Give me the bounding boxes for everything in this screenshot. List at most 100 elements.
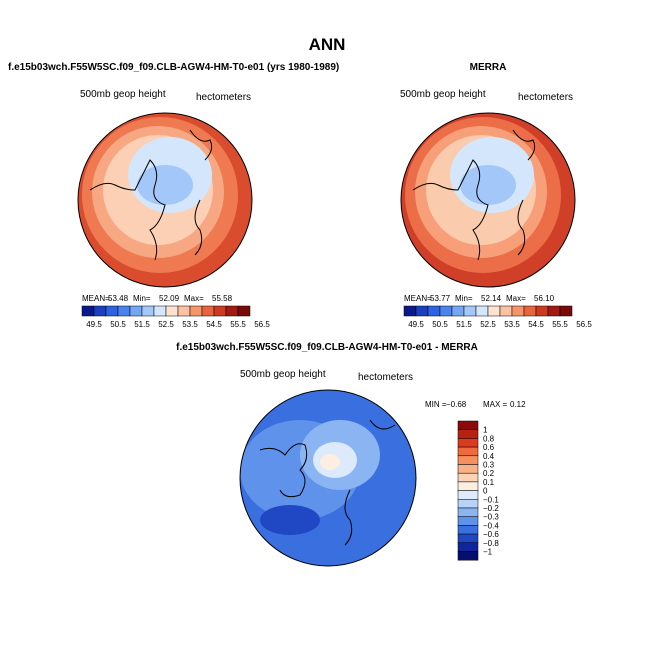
colorbar-label: 52.5 <box>480 320 496 329</box>
colorbar-box <box>129 305 143 317</box>
colorbar-box <box>457 507 479 517</box>
colorbar-box <box>457 542 479 552</box>
colorbar-box <box>457 455 479 465</box>
stat: 52.14 <box>481 294 502 303</box>
colorbar-label: 51.5 <box>456 320 472 329</box>
colorbar-box <box>225 305 239 317</box>
colorbar-label: 56.5 <box>254 320 270 329</box>
colorbar-box <box>213 305 227 317</box>
stat: −0.68 <box>446 400 467 409</box>
colorbar-box <box>457 516 479 526</box>
colorbar-box <box>177 305 191 317</box>
panel-title: MERRA <box>470 62 507 73</box>
colorbar-box <box>457 472 479 483</box>
panel-title: f.e15b03wch.F55W5SC.f09_f09.CLB-AGW4-HM-… <box>8 62 339 73</box>
colorbar-label: 55.5 <box>552 320 568 329</box>
stat: 53.77 <box>430 294 451 303</box>
colorbar-box <box>559 305 573 317</box>
right-label: hectometers <box>518 92 573 103</box>
colorbar-label: 51.5 <box>134 320 150 329</box>
colorbar-label: 52.5 <box>158 320 174 329</box>
colorbar-box <box>457 464 479 474</box>
colorbar-box <box>475 305 489 317</box>
stat: Max= <box>506 294 526 303</box>
colorbar-box <box>457 481 479 491</box>
map <box>401 113 575 287</box>
panel-title: f.e15b03wch.F55W5SC.f09_f09.CLB-AGW4-HM-… <box>176 342 478 353</box>
left-label: 500mb geop height <box>240 369 326 380</box>
stat: MEAN= <box>82 294 110 303</box>
colorbar-label: 0.1 <box>483 478 495 487</box>
stat: MIN = <box>425 400 447 409</box>
colorbar-box <box>165 305 179 317</box>
colorbar-label: −0.1 <box>483 495 499 504</box>
colorbar-box <box>457 438 479 448</box>
stat: 55.58 <box>212 294 233 303</box>
colorbar-box <box>415 305 429 317</box>
figure-title: ANN <box>309 35 346 54</box>
colorbar-label: 0.3 <box>483 461 495 470</box>
stat: 53.48 <box>108 294 129 303</box>
stat: Max= <box>184 294 204 303</box>
colorbar-label: 0 <box>483 487 488 496</box>
colorbar-box <box>535 305 549 317</box>
colorbar-box <box>487 305 501 317</box>
colorbar-box <box>81 305 95 317</box>
colorbar-box <box>457 420 479 430</box>
colorbar-box <box>427 305 441 317</box>
colorbar-box <box>451 305 465 317</box>
colorbar-box <box>457 551 479 561</box>
colorbar-box <box>547 305 561 317</box>
stat: MAX = <box>483 400 508 409</box>
colorbar-box <box>523 305 537 317</box>
colorbar-label: 0.4 <box>483 452 495 461</box>
map-border <box>400 112 576 288</box>
colorbar-label: −0.2 <box>483 504 499 513</box>
colorbar-box <box>511 305 525 317</box>
colorbar-label: −0.6 <box>483 530 499 539</box>
colorbar-box <box>457 525 479 535</box>
colorbar-label: 49.5 <box>408 320 424 329</box>
colorbar-box <box>153 305 167 317</box>
colorbar-box <box>499 305 513 317</box>
stat: 0.12 <box>510 400 526 409</box>
colorbar-label: 0.2 <box>483 469 495 478</box>
colorbar-label: 53.5 <box>504 320 520 329</box>
colorbar-label: 56.5 <box>576 320 592 329</box>
colorbar-box <box>457 446 479 457</box>
colorbar-label: 0.6 <box>483 443 495 452</box>
colorbar-box <box>439 305 453 317</box>
colorbar-label: 53.5 <box>182 320 198 329</box>
coastlines <box>89 129 536 546</box>
colorbar-label: −0.3 <box>483 513 499 522</box>
map-border <box>239 389 417 567</box>
colorbar-label: 0.8 <box>483 434 495 443</box>
right-label: hectometers <box>196 92 251 103</box>
colorbars: 49.5 50.5 51.5 52.5 53.5 54.5 55.5 56.5MEAN=53.… <box>81 294 592 561</box>
colorbar-box <box>403 305 417 317</box>
map <box>240 390 416 566</box>
colorbar-label: −0.8 <box>483 539 499 548</box>
colorbar-label: −1 <box>483 548 493 557</box>
colorbar-box <box>189 305 203 317</box>
colorbar-box <box>105 305 119 317</box>
right-label: hectometers <box>358 372 413 383</box>
colorbar-box <box>201 305 215 317</box>
left-label: 500mb geop height <box>80 89 166 100</box>
stat: Min= <box>455 294 473 303</box>
colorbar-box <box>463 305 477 317</box>
colorbar-label: 50.5 <box>432 320 448 329</box>
colorbar-box <box>237 305 251 317</box>
stat: MEAN= <box>404 294 432 303</box>
stat: Min= <box>133 294 151 303</box>
colorbar-label: 55.5 <box>230 320 246 329</box>
colorbar-box <box>457 533 479 544</box>
colorbar-box <box>93 305 107 317</box>
colorbar-box <box>457 499 479 509</box>
colorbar-label: 54.5 <box>206 320 222 329</box>
colorbar-label: 50.5 <box>110 320 126 329</box>
colorbar-box <box>141 305 155 317</box>
map-border <box>77 112 253 288</box>
colorbar-box <box>117 305 131 317</box>
